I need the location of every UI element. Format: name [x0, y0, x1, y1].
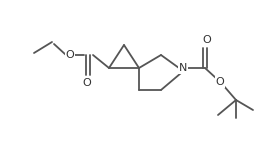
Text: O: O [66, 50, 74, 60]
Text: O: O [203, 35, 211, 45]
Text: O: O [216, 77, 224, 87]
Text: O: O [83, 78, 91, 88]
Text: N: N [179, 63, 187, 73]
